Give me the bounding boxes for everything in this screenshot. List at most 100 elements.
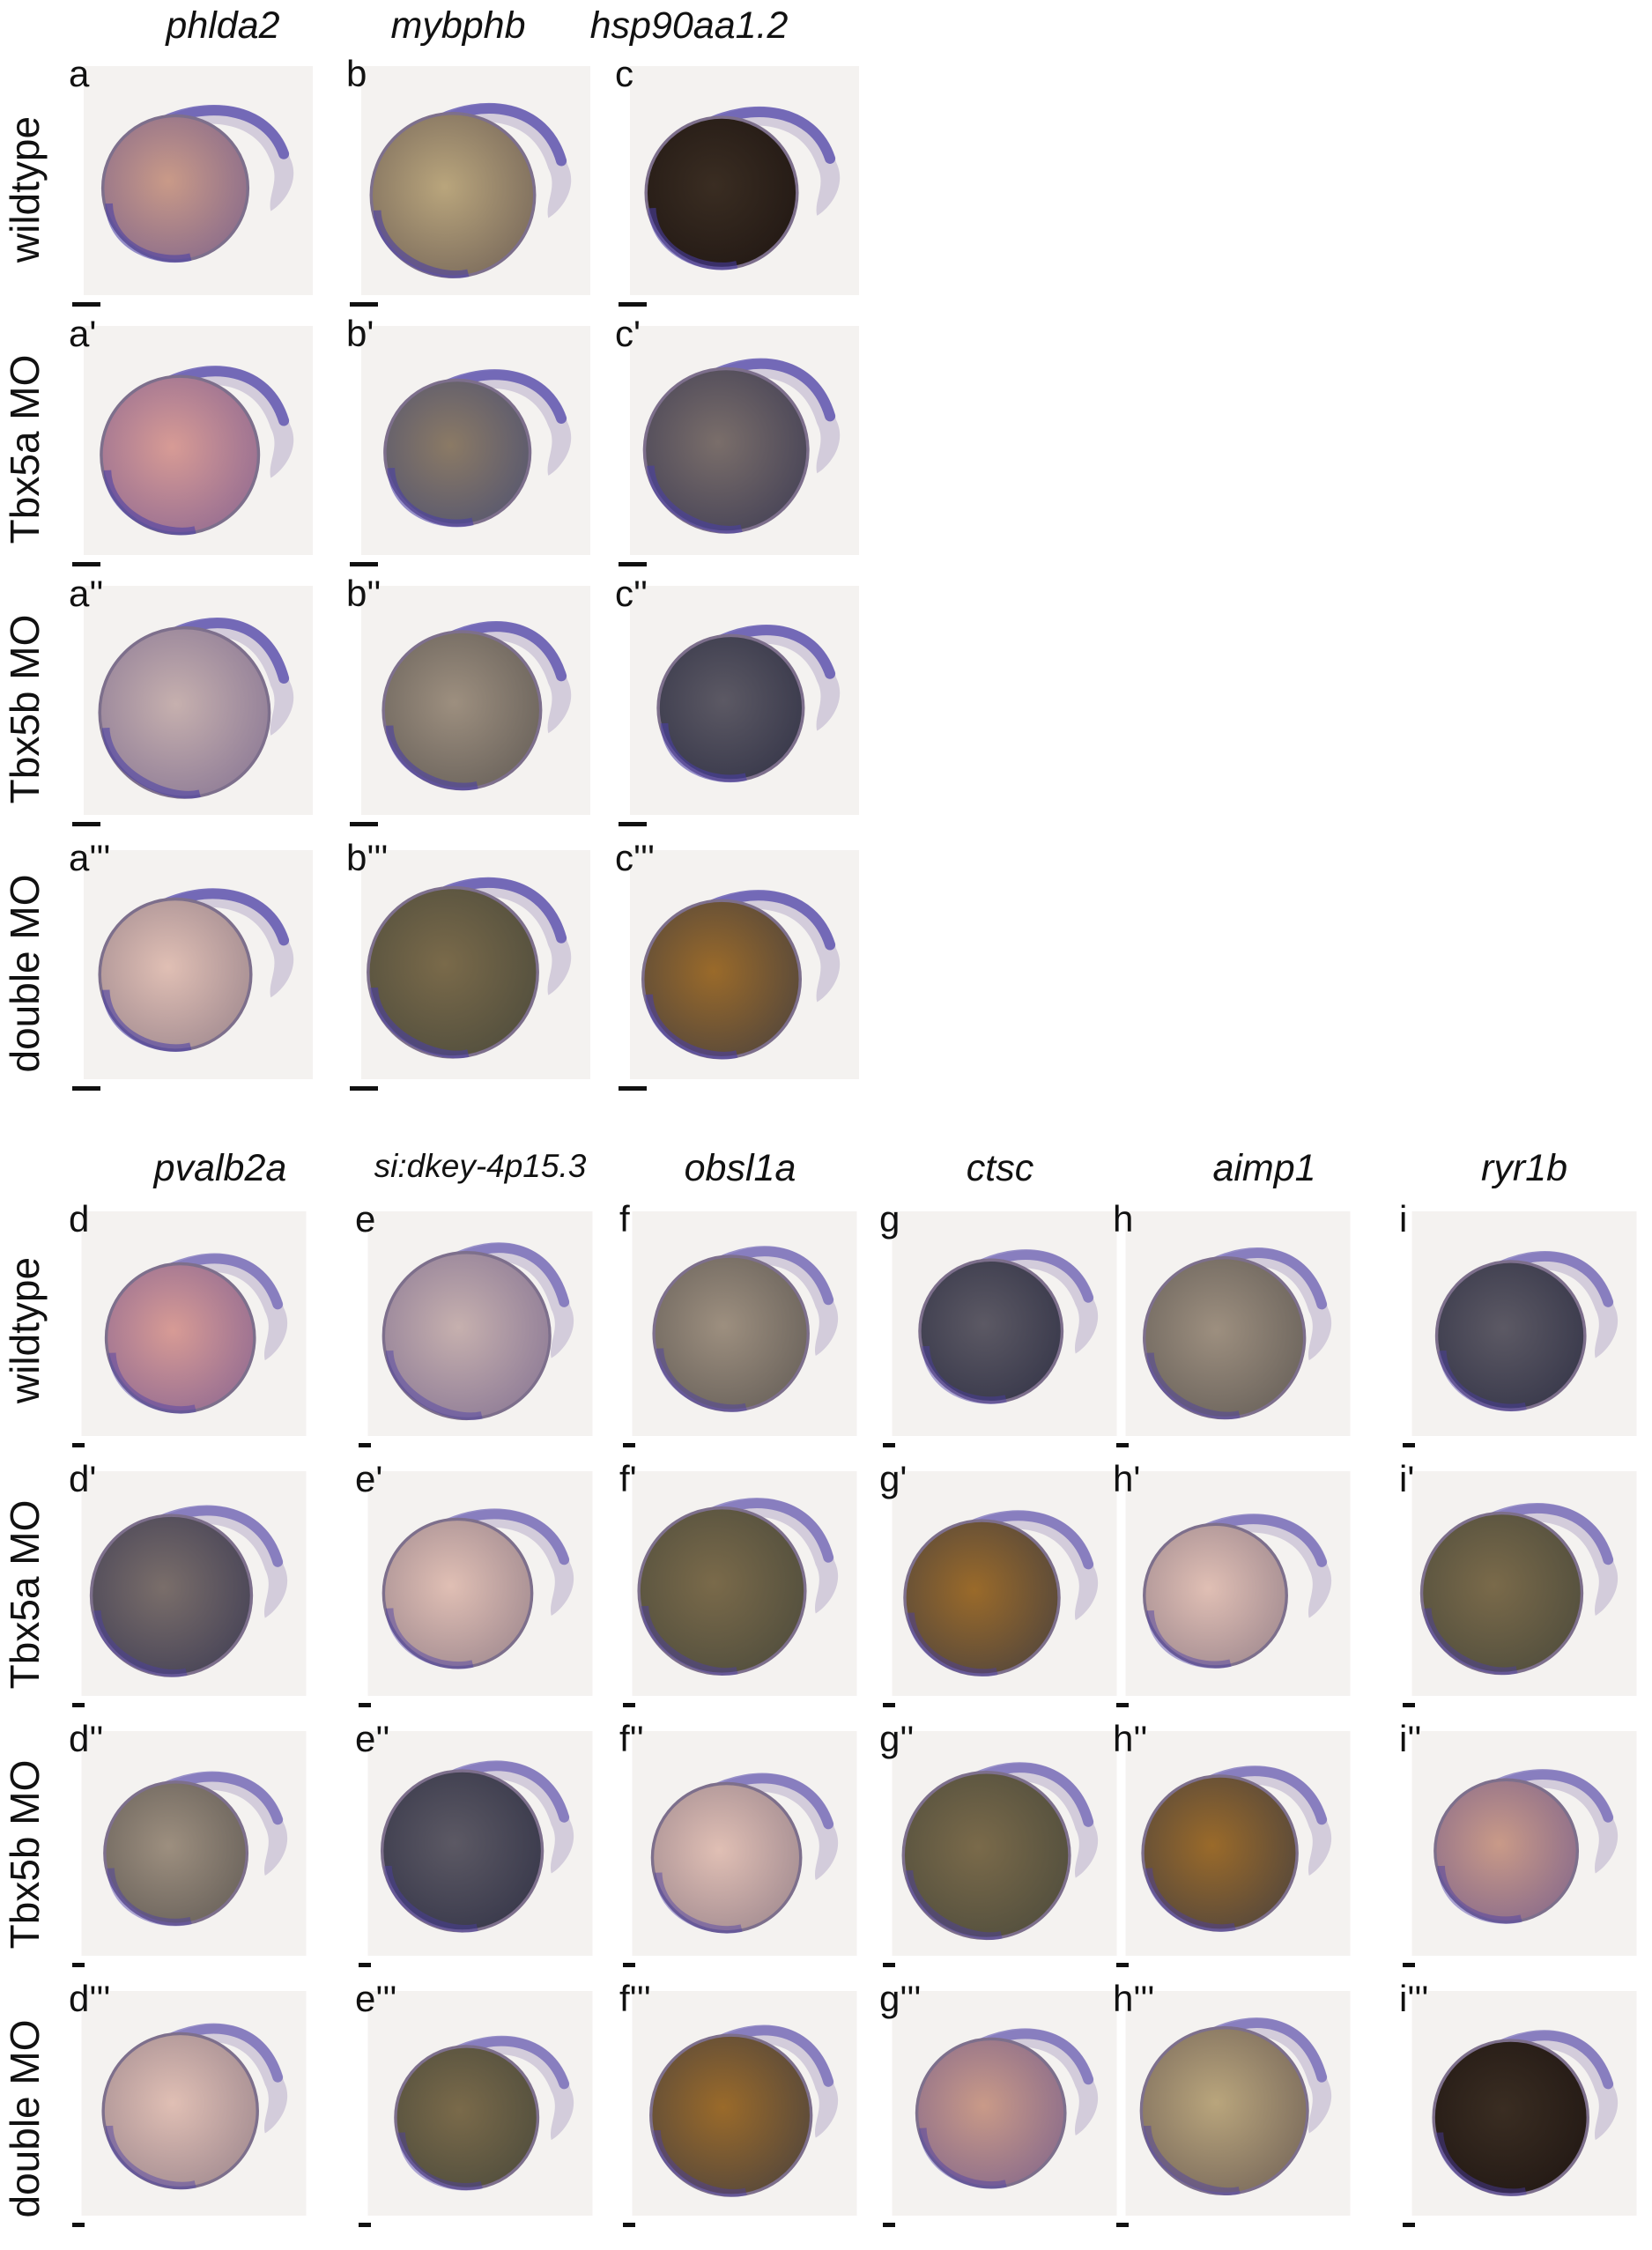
embryo-image	[881, 1991, 1128, 2216]
panel-label: b''	[346, 573, 382, 614]
condition-label: wildtype	[2, 115, 48, 263]
scale-bar	[350, 562, 378, 566]
condition-label: Tbx5a MO	[2, 1499, 48, 1690]
embryo-image	[357, 1471, 604, 1696]
scale-bar	[1116, 1703, 1129, 1707]
scale-bar	[72, 2223, 85, 2227]
embryo-image	[617, 586, 872, 815]
embryo-image	[70, 586, 326, 815]
panel-label: i'''	[1399, 1978, 1429, 2019]
panel-label: g''	[879, 1718, 915, 1759]
panel-label: i'	[1399, 1458, 1415, 1499]
scale-bar	[72, 1963, 85, 1967]
scale-bar	[72, 302, 100, 307]
scale-bar	[1403, 1443, 1415, 1447]
condition-label: Tbx5b MO	[2, 614, 48, 804]
panel-label: a	[69, 53, 90, 94]
gene-label: si:dkey-4p15.3	[374, 1148, 587, 1184]
condition-label: Tbx5b MO	[2, 1759, 48, 1950]
panel-label: c'''	[615, 837, 656, 878]
panel-label: h'	[1113, 1458, 1141, 1499]
panel-label: h''	[1113, 1718, 1148, 1759]
panel-label: a''	[69, 573, 104, 614]
gene-label: phlda2	[166, 4, 280, 47]
scale-bar	[623, 1443, 635, 1447]
gene-label: pvalb2a	[153, 1147, 287, 1189]
scale-bar	[619, 1086, 647, 1091]
embryo-image	[357, 1991, 604, 2216]
embryo-image	[1115, 1991, 1361, 2216]
embryo-image	[617, 850, 872, 1079]
embryo-image	[70, 66, 326, 295]
panel-label: e'	[355, 1458, 383, 1499]
embryo-image	[1115, 1471, 1361, 1696]
scale-bar	[619, 302, 647, 307]
embryo-image	[881, 1731, 1128, 1956]
scale-bar	[72, 1443, 85, 1447]
scale-bar	[72, 822, 100, 826]
embryo-image	[70, 850, 326, 1079]
condition-label: Tbx5a MO	[2, 354, 48, 544]
panel-label: e'''	[355, 1978, 397, 2019]
scale-bar	[623, 1963, 635, 1967]
scale-bar	[1116, 2223, 1129, 2227]
panel-label: g'	[879, 1458, 907, 1499]
gene-label: ryr1b	[1481, 1147, 1567, 1189]
gene-label: obsl1a	[684, 1147, 796, 1189]
scale-bar	[359, 1963, 371, 1967]
panel-label: h'''	[1113, 1978, 1155, 2019]
scale-bar	[883, 1963, 895, 1967]
embryo-image	[348, 850, 604, 1079]
embryo-image	[617, 66, 872, 295]
panel-label: c'	[615, 313, 641, 354]
embryo-image	[1401, 1731, 1648, 1956]
scale-bar	[623, 2223, 635, 2227]
embryo-image	[617, 326, 872, 555]
panel-label: f	[619, 1198, 630, 1240]
scale-bar	[359, 1703, 371, 1707]
scale-bar	[883, 1703, 895, 1707]
embryo-image	[1115, 1731, 1361, 1956]
scale-bar	[1403, 1963, 1415, 1967]
panel-label: a'	[69, 313, 97, 354]
scale-bar	[350, 302, 378, 307]
panel-label: i	[1399, 1198, 1408, 1240]
scale-bar	[350, 1086, 378, 1091]
panel-label: d'''	[69, 1978, 111, 2019]
panel-label: c''	[615, 573, 648, 614]
panel-label: e''	[355, 1718, 390, 1759]
condition-label: double MO	[2, 874, 48, 1073]
panel-label: d	[69, 1198, 90, 1240]
embryo-image	[70, 1211, 317, 1436]
panel-label: f'''	[619, 1978, 651, 2019]
embryo-image	[70, 1991, 317, 2216]
embryo-image	[621, 1731, 868, 1956]
scale-bar	[72, 1703, 85, 1707]
embryo-image	[621, 1211, 868, 1436]
scale-bar	[1403, 2223, 1415, 2227]
panel-label: g	[879, 1198, 900, 1240]
embryo-image	[621, 1471, 868, 1696]
panel-label: b	[346, 53, 367, 94]
embryo-image	[881, 1471, 1128, 1696]
embryo-image	[70, 326, 326, 555]
panel-label: d''	[69, 1718, 104, 1759]
scale-bar	[623, 1703, 635, 1707]
scale-bar	[359, 1443, 371, 1447]
panel-label: e	[355, 1198, 376, 1240]
panel-label: b'''	[346, 837, 389, 878]
panel-label: h	[1113, 1198, 1134, 1240]
embryo-image	[621, 1991, 868, 2216]
scale-bar	[883, 2223, 895, 2227]
embryo-image	[1401, 1211, 1648, 1436]
embryo-image	[70, 1731, 317, 1956]
panel-label: b'	[346, 313, 374, 354]
scale-bar	[350, 822, 378, 826]
scale-bar	[619, 822, 647, 826]
panel-label: c	[615, 53, 633, 94]
panel-label: d'	[69, 1458, 97, 1499]
panel-label: a'''	[69, 837, 111, 878]
gene-label: ctsc	[966, 1147, 1034, 1189]
embryo-image	[1401, 1991, 1648, 2216]
gene-label: hsp90aa1.2	[589, 4, 789, 47]
